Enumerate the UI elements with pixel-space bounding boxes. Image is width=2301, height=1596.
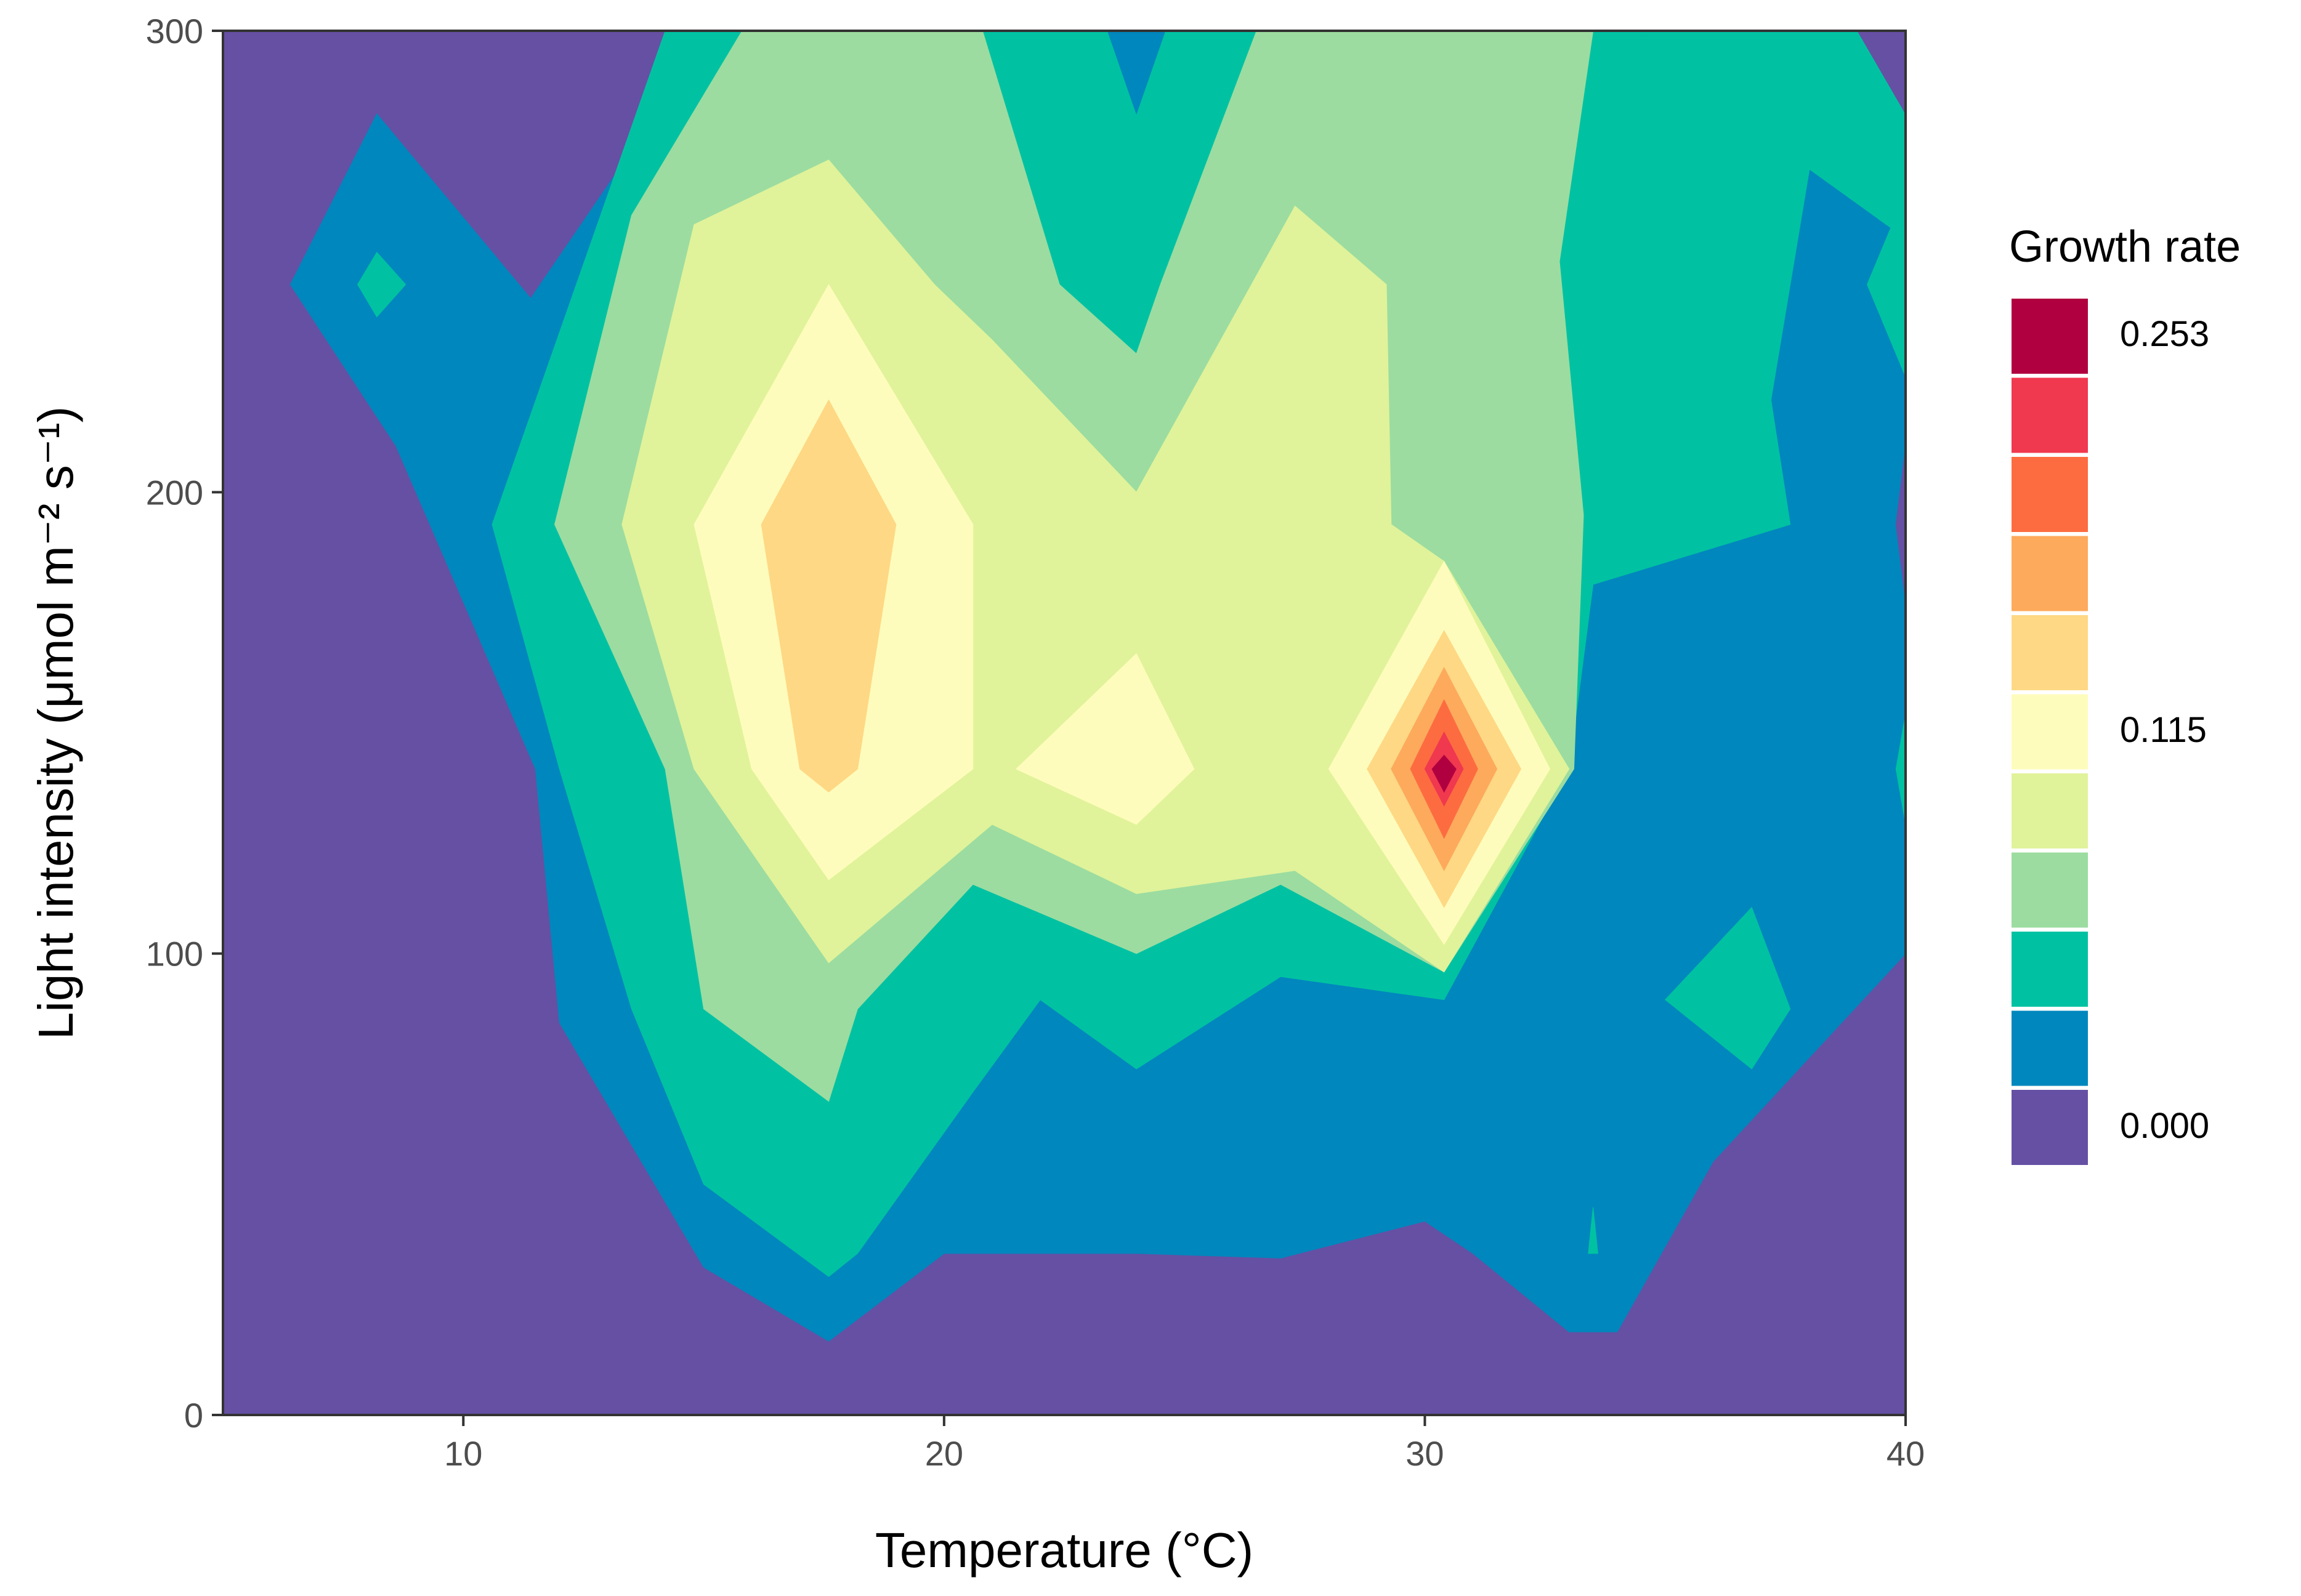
contour-band-2-16 (1867, 192, 1906, 377)
legend-keys (2012, 299, 2088, 1165)
legend-key-5 (2012, 694, 2088, 770)
legend-key-2 (2012, 457, 2088, 532)
y-tick-label: 100 (146, 935, 203, 973)
legend-title: Growth rate (2009, 222, 2241, 272)
x-tick-label: 30 (1405, 1434, 1444, 1473)
y-axis-title: Light intensity (μmol m⁻² s⁻¹) (28, 406, 83, 1040)
contour-band-5-5 (1016, 653, 1195, 825)
y-axis: 0 100 200 300 (146, 12, 223, 1435)
legend-label-high: 0.253 (2120, 314, 2209, 354)
legend-key-0 (2012, 299, 2088, 374)
contour-band-1-20 (1107, 31, 1166, 115)
legend-label-mid: 0.115 (2120, 710, 2207, 750)
legend-key-6 (2012, 773, 2088, 848)
y-tick-label: 200 (146, 473, 203, 512)
contour-band-2-19 (357, 251, 406, 318)
contour-band-10-12 (1431, 754, 1457, 793)
plot-border (222, 30, 1907, 1416)
contour-band-2-15 (1640, 31, 1762, 115)
x-tick-label: 10 (444, 1434, 482, 1473)
legend-key-1 (2012, 377, 2088, 453)
legend-label-low: 0.000 (2120, 1106, 2209, 1146)
legend-key-9 (2012, 1010, 2088, 1086)
y-tick-label: 300 (146, 12, 203, 50)
legend-key-8 (2012, 932, 2088, 1007)
contour-band-0-14 (1895, 446, 1906, 603)
contour-regions (289, 31, 1906, 1342)
contour-band-2-18 (1664, 906, 1791, 1070)
contour-band-2-17 (1895, 713, 1906, 824)
contour-band-2-21 (1588, 1207, 1598, 1254)
contour-band-0-13 (1857, 31, 1906, 115)
legend-key-3 (2012, 536, 2088, 611)
y-tick-label: 0 (184, 1396, 203, 1435)
contour-band-6-6 (761, 399, 897, 793)
legend: Growth rate 0.253 0.115 0.000 (2009, 222, 2241, 1165)
legend-key-4 (2012, 615, 2088, 690)
x-tick-label: 20 (925, 1434, 963, 1473)
x-axis-title: Temperature (°C) (875, 1523, 1253, 1578)
legend-key-10 (2012, 1090, 2088, 1165)
legend-key-7 (2012, 852, 2088, 928)
x-axis: 10 20 30 40 (444, 1415, 1925, 1473)
x-tick-label: 40 (1886, 1434, 1925, 1473)
